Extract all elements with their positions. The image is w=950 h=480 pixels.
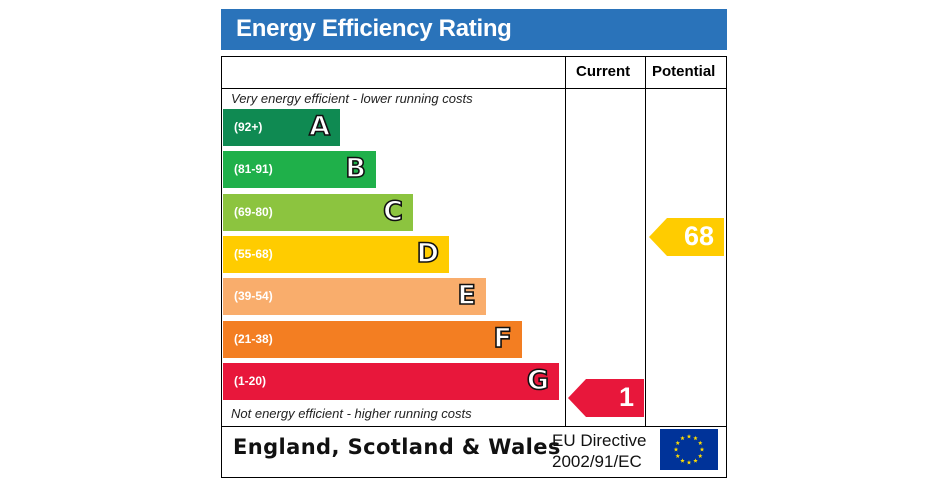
chart-title: Energy Efficiency Rating — [236, 15, 512, 42]
eu-directive: EU Directive 2002/91/EC — [552, 430, 646, 472]
eu-star-icon — [675, 453, 681, 458]
eu-star-icon — [686, 460, 692, 465]
band-g-letter: G — [526, 364, 550, 397]
title-bar: Energy Efficiency Rating — [221, 9, 727, 50]
region-label: England, Scotland & Wales — [233, 435, 561, 459]
eu-star-icon — [697, 440, 703, 445]
band-c-letter: C — [382, 195, 403, 228]
potential-column-header: Potential — [652, 63, 716, 80]
eu-star-icon — [675, 440, 681, 445]
rating-frame: Current Potential Very energy efficient … — [221, 56, 727, 478]
current-column-header: Current — [576, 63, 631, 80]
band-g-range: (1-20) — [234, 374, 267, 388]
band-b-range: (81-91) — [234, 162, 273, 176]
band-f-range: (21-38) — [234, 332, 273, 346]
current-rating-value: 1 — [618, 382, 634, 412]
band-c-range: (69-80) — [234, 205, 273, 219]
directive-line-2: 2002/91/EC — [552, 452, 642, 471]
eu-flag-icon — [660, 429, 718, 470]
current-rating-arrow: 1 — [568, 379, 644, 417]
band-e: (39-54) E — [223, 278, 486, 315]
eu-star-icon — [686, 434, 692, 439]
top-caption: Very energy efficient - lower running co… — [231, 91, 473, 106]
footer-divider — [222, 426, 726, 427]
band-f-letter: F — [493, 322, 513, 355]
band-g: (1-20) G — [223, 363, 559, 400]
eu-flag-stars — [673, 434, 705, 465]
header-divider — [222, 88, 726, 89]
band-e-letter: E — [457, 279, 477, 312]
column-divider-current — [565, 57, 566, 427]
column-divider-potential — [645, 57, 646, 427]
potential-rating-arrow: 68 — [649, 218, 724, 256]
current-arrow-shape — [568, 379, 644, 417]
band-c: (69-80) C — [223, 194, 413, 231]
band-a: (92+) A — [223, 109, 340, 146]
directive-line-1: EU Directive — [552, 431, 647, 450]
band-b: (81-91) B — [223, 151, 376, 188]
eu-star-icon — [697, 453, 703, 458]
band-a-range: (92+) — [234, 120, 263, 134]
bottom-caption: Not energy efficient - higher running co… — [231, 406, 472, 421]
band-d-letter: D — [416, 237, 440, 270]
band-b-letter: B — [345, 152, 367, 185]
eu-star-icon — [693, 435, 698, 441]
eu-star-icon — [673, 447, 679, 452]
band-d-range: (55-68) — [234, 247, 273, 261]
band-a-letter: A — [308, 110, 330, 143]
band-f: (21-38) F — [223, 321, 522, 358]
potential-arrow-shape — [649, 218, 724, 256]
eu-star-icon — [693, 458, 698, 463]
eu-star-icon — [680, 458, 685, 463]
band-d: (55-68) D — [223, 236, 449, 273]
eu-star-icon — [680, 435, 685, 441]
eu-star-icon — [699, 447, 705, 452]
band-e-range: (39-54) — [234, 289, 273, 303]
potential-rating-value: 68 — [683, 221, 714, 251]
